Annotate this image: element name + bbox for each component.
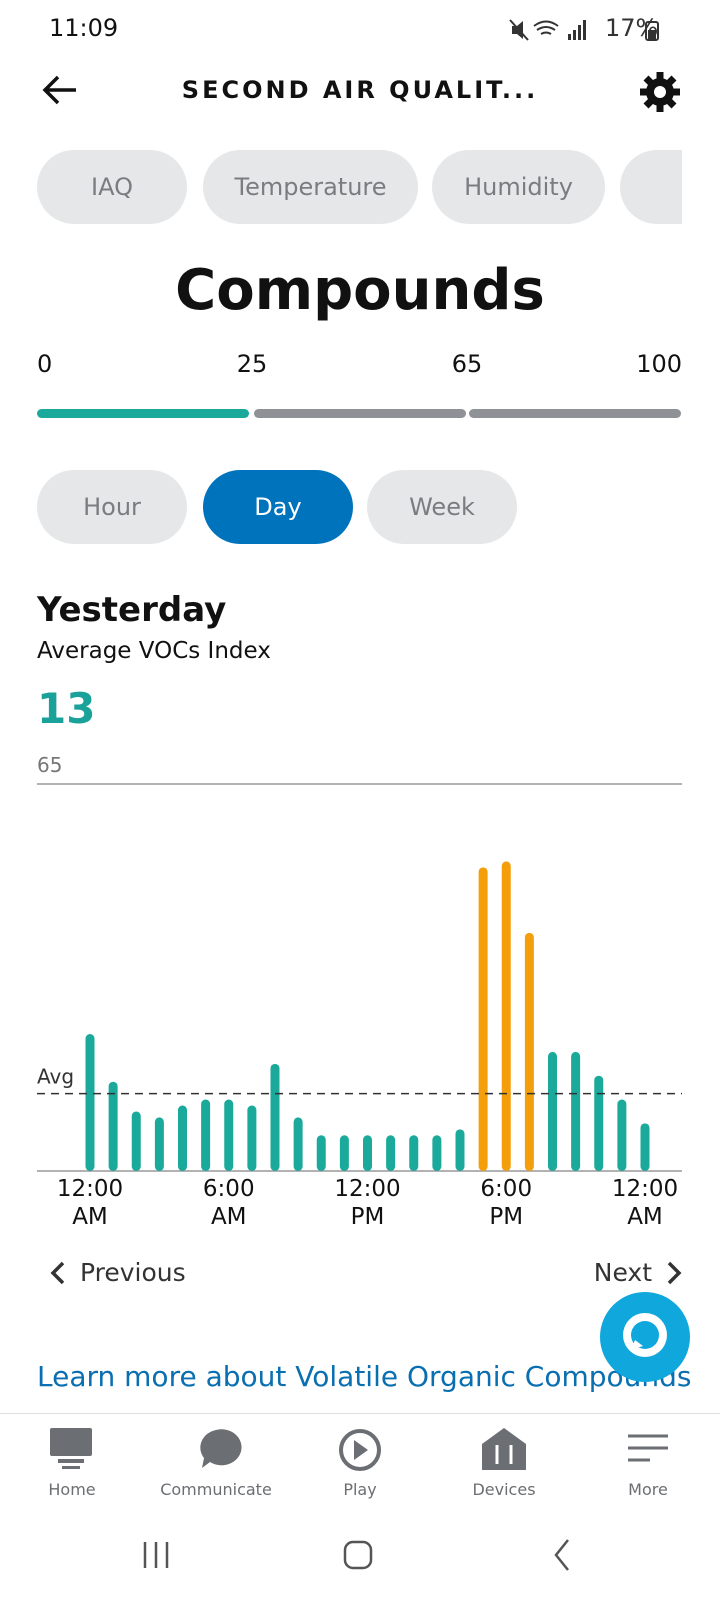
bar: [316, 1135, 326, 1171]
scale-segment: [254, 409, 466, 418]
bar: [386, 1135, 396, 1171]
next-label: Next: [593, 1258, 652, 1287]
range-option[interactable]: Hour: [37, 470, 187, 544]
bar: [154, 1117, 164, 1171]
bar: [594, 1075, 604, 1171]
scale-segment: [37, 409, 249, 418]
metric-tab[interactable]: IAQ: [37, 150, 187, 224]
nav-item[interactable]: Play: [343, 1480, 377, 1499]
nav-divider: [0, 1413, 720, 1414]
bar: [108, 1081, 118, 1171]
bar: [501, 861, 511, 1171]
scale-tick-label: 25: [237, 350, 268, 378]
nav-item[interactable]: Communicate: [160, 1480, 272, 1499]
bar: [524, 932, 534, 1171]
range-option[interactable]: Week: [367, 470, 517, 544]
alexa-button[interactable]: [596, 1288, 694, 1386]
previous-label: Previous: [80, 1258, 186, 1287]
x-tick-label: 12:00 AM: [611, 1176, 679, 1230]
metric-tab[interactable]: Humidity: [432, 150, 605, 224]
range-option[interactable]: Day: [203, 470, 353, 544]
bar: [640, 1123, 650, 1171]
metric-tab[interactable]: Temperature: [203, 150, 418, 224]
system-nav: [143, 1539, 569, 1571]
x-tick-label: 12:00 PM: [334, 1176, 401, 1230]
x-tick-label: 6:00 AM: [202, 1176, 255, 1230]
scale-segment: [469, 409, 681, 418]
chart: 65 Avg: [37, 753, 682, 1172]
bar: [201, 1099, 211, 1171]
scale-tick-label: 100: [636, 350, 682, 378]
learn-more-link[interactable]: Learn more about Volatile Organic Compou…: [37, 1360, 692, 1393]
bar: [548, 1051, 557, 1171]
heading: Compounds: [175, 258, 545, 323]
bar: [293, 1117, 303, 1171]
nav-icons: [50, 1428, 668, 1471]
bar: [617, 1099, 627, 1171]
status-icons: [509, 19, 659, 41]
scale-tick-label: 65: [452, 350, 483, 378]
nav-item[interactable]: Home: [48, 1480, 96, 1499]
chevron-right: [667, 1261, 682, 1284]
bar: [131, 1111, 141, 1171]
bar: [224, 1099, 234, 1171]
metric-label: Average VOCs Index: [37, 638, 271, 664]
average-value: 13: [37, 684, 96, 733]
bar: [85, 1034, 95, 1171]
index-scale: 0 25 65 100: [37, 350, 682, 418]
bar: [409, 1135, 419, 1171]
bar: [432, 1135, 442, 1171]
bar: [363, 1135, 372, 1171]
bar: [270, 1063, 280, 1171]
x-tick-label: 12:00 AM: [56, 1176, 124, 1230]
nav-item[interactable]: More: [628, 1480, 668, 1499]
scale-tick-label: 0: [37, 350, 52, 378]
previous-button[interactable]: Previous: [50, 1258, 186, 1287]
x-tick-label: 6:00 PM: [480, 1176, 533, 1230]
chevron-left: [50, 1261, 65, 1284]
period-label: Yesterday: [37, 590, 227, 630]
tab-strip: IAQTemperatureHumidityF: [0, 150, 682, 230]
bar: [247, 1105, 257, 1171]
next-button[interactable]: Next: [594, 1258, 682, 1287]
bar: [339, 1135, 349, 1171]
bar: [178, 1105, 187, 1171]
settings-button[interactable]: [638, 70, 682, 114]
average-label: Avg: [37, 1065, 74, 1089]
metric-tab[interactable]: F: [620, 150, 682, 224]
bar: [478, 867, 488, 1171]
y-tick-label: 65: [37, 753, 62, 777]
nav-item[interactable]: Devices: [472, 1480, 536, 1499]
page-title: SECOND AIR QUALIT...: [181, 76, 539, 104]
status-time: 11:09: [49, 14, 119, 42]
bar: [455, 1129, 465, 1171]
back-button[interactable]: [40, 72, 80, 108]
bar: [571, 1051, 581, 1171]
